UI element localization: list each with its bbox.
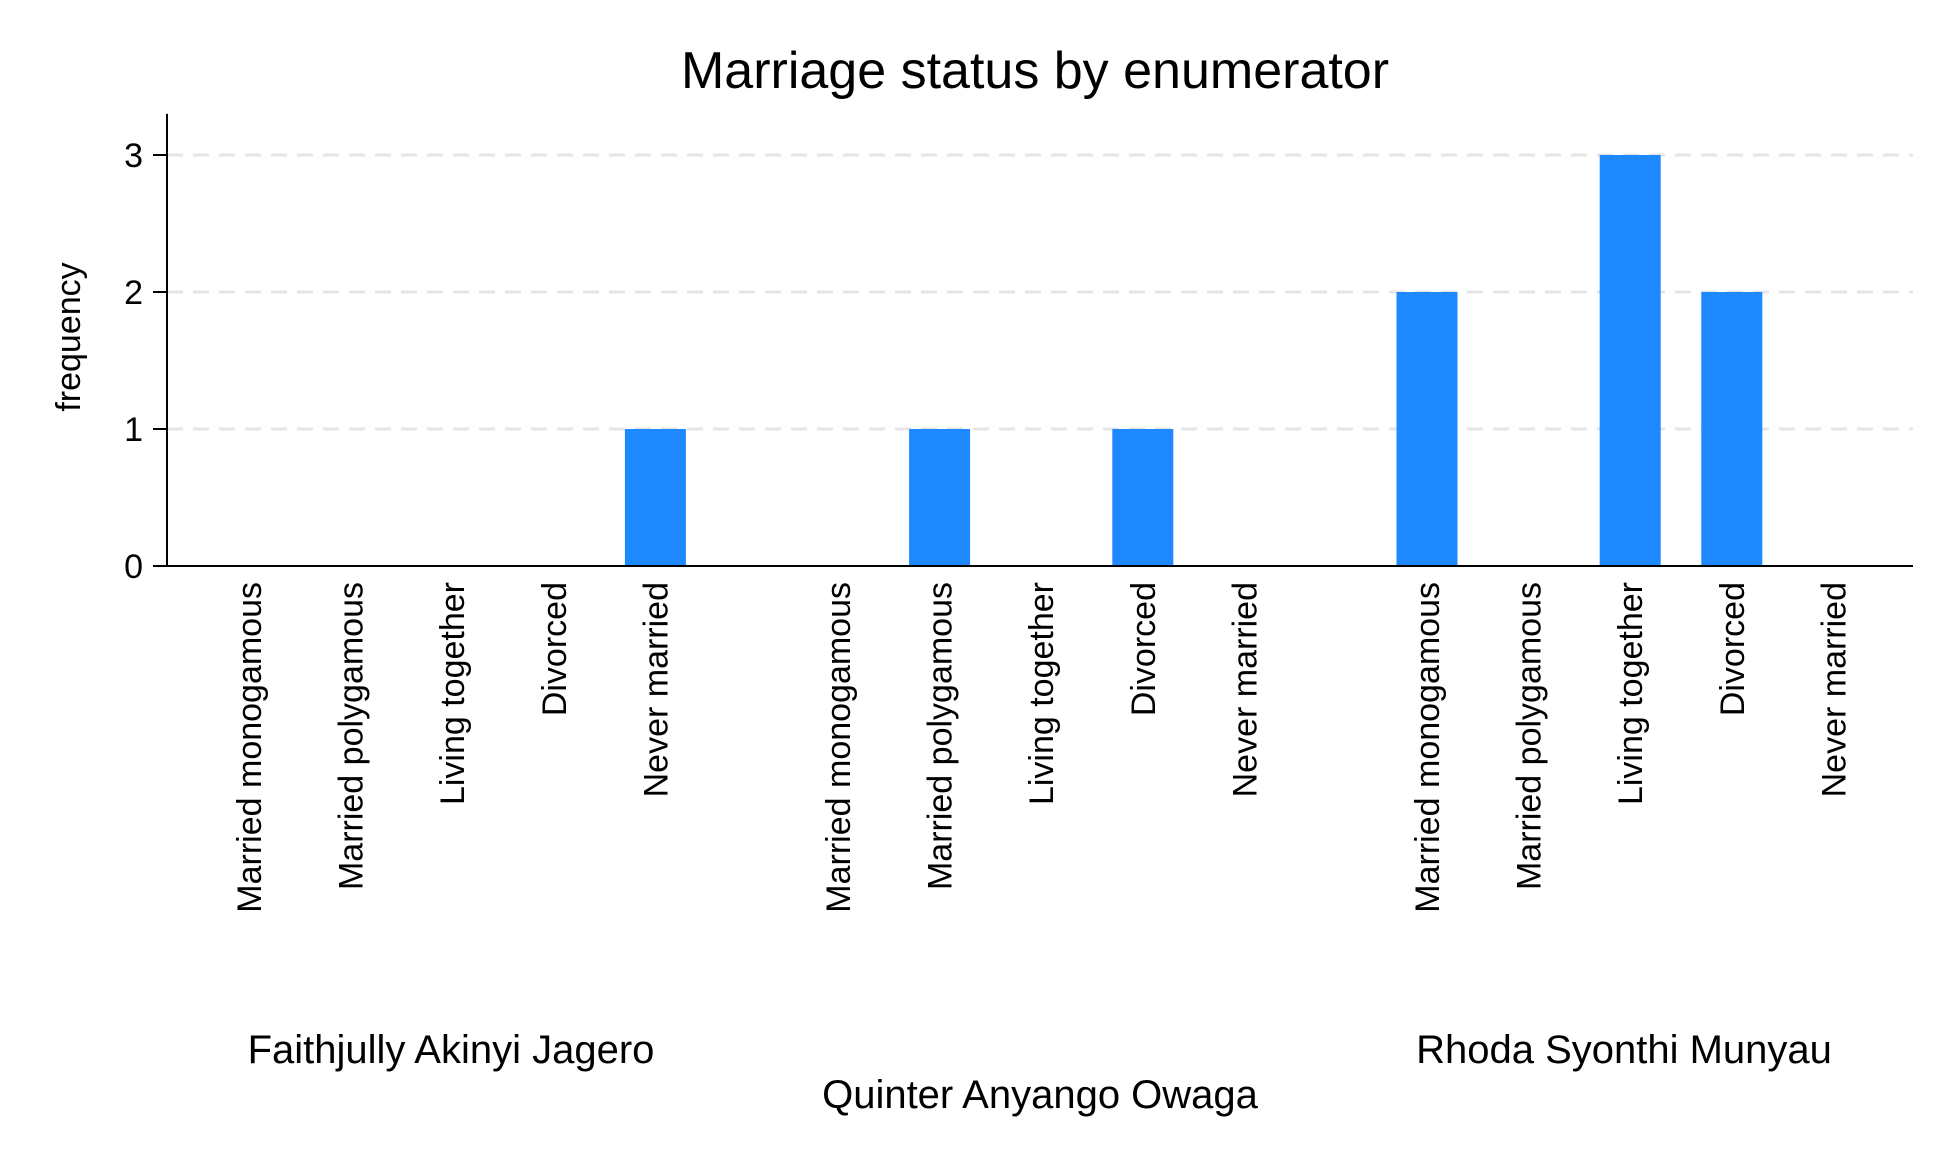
x-tick-label: Living together	[434, 582, 472, 805]
x-tick-label: Never married	[1815, 582, 1853, 797]
bar	[909, 429, 971, 566]
x-tick-label: Married monogamous	[1409, 582, 1447, 913]
y-tick-label: 1	[124, 411, 143, 449]
x-tick-label: Living together	[1023, 582, 1061, 805]
group-label: Faithjully Akinyi Jagero	[248, 1028, 655, 1072]
x-tick-label: Married polygamous	[333, 582, 371, 890]
group-label: Quinter Anyango Owaga	[822, 1073, 1259, 1117]
bars	[624, 155, 1763, 566]
bar	[1396, 292, 1458, 566]
x-tick-label: Married polygamous	[922, 582, 960, 890]
group-label: Rhoda Syonthi Munyau	[1416, 1028, 1832, 1072]
y-axis-label: frequency	[50, 262, 88, 411]
bar	[1112, 429, 1174, 566]
x-tick-label: Never married	[637, 582, 675, 797]
x-tick-labels: Married monogamous Married polygamous Livi…	[231, 582, 1853, 913]
y-tick-label: 0	[124, 548, 143, 586]
y-tick-label: 2	[124, 274, 143, 312]
y-tick-label: 3	[124, 137, 143, 175]
chart-title: Marriage status by enumerator	[681, 42, 1389, 100]
x-tick-label: Married monogamous	[820, 582, 858, 913]
x-tick-label: Divorced	[1125, 582, 1163, 716]
x-tick-label: Never married	[1226, 582, 1264, 797]
x-tick-label: Married monogamous	[231, 582, 269, 913]
gridlines	[167, 153, 1913, 431]
group-labels: Faithjully Akinyi Jagero Quinter Anyango …	[248, 1028, 1832, 1117]
bar	[1701, 292, 1763, 566]
axes	[153, 113, 1913, 567]
bar	[1599, 155, 1661, 566]
x-tick-label: Married polygamous	[1511, 582, 1549, 890]
x-tick-label: Divorced	[1714, 582, 1752, 716]
x-tick-label: Living together	[1612, 582, 1650, 805]
x-tick-label: Divorced	[536, 582, 574, 716]
y-tick-labels: 0 1 2 3	[124, 137, 143, 586]
bar	[624, 429, 686, 566]
